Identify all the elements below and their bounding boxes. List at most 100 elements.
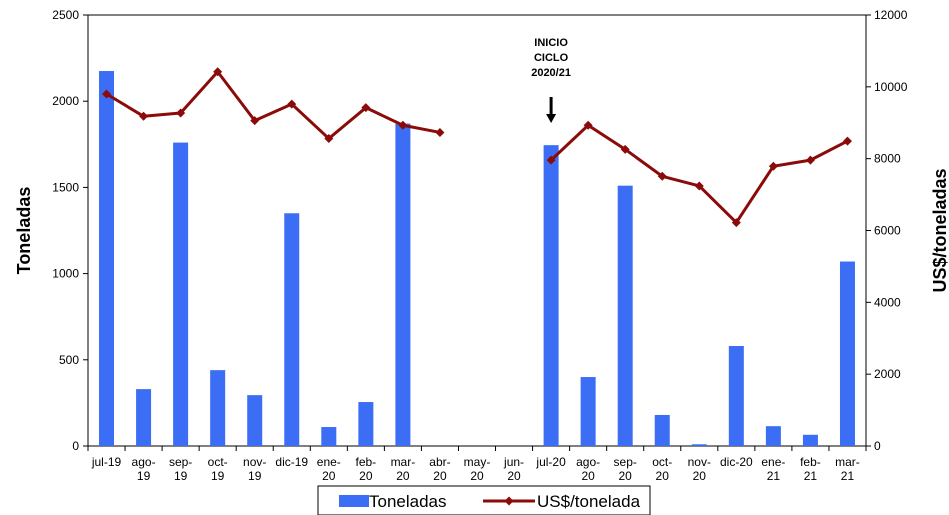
x-tick-label: 20 (693, 469, 707, 483)
bar-toneladas (247, 395, 263, 446)
bar-toneladas (321, 427, 337, 446)
bar-toneladas (543, 145, 559, 447)
x-tick-label: nov- (688, 455, 711, 469)
point-us-tonelada (287, 99, 297, 109)
bar-toneladas (765, 426, 781, 446)
legend-label-toneladas: Toneladas (369, 492, 447, 511)
x-tick-label: dic-19 (275, 455, 308, 469)
y2-tick-label: 4000 (874, 295, 901, 309)
x-tick-label: 20 (656, 469, 670, 483)
point-us-tonelada (361, 103, 371, 113)
x-tick-label: 19 (211, 469, 225, 483)
annotation-text: INICIO (534, 37, 568, 49)
x-tick-label: may- (464, 455, 491, 469)
plot-area-border (87, 14, 867, 447)
bar-toneladas (136, 389, 152, 446)
y2-tick-label: 2000 (874, 367, 901, 381)
bar-toneladas (691, 444, 707, 446)
x-tick-label: dic-20 (720, 455, 753, 469)
x-tick-label: 20 (507, 469, 521, 483)
bar-toneladas (839, 261, 855, 446)
x-tick-label: 21 (804, 469, 818, 483)
bar-toneladas (210, 370, 226, 446)
y-tick-label: 2500 (52, 8, 79, 22)
x-tick-label: jul-19 (91, 455, 122, 469)
point-us-tonelada (176, 108, 186, 118)
x-tick-label: 19 (248, 469, 262, 483)
point-us-tonelada (694, 181, 704, 191)
x-tick-label: ago- (132, 455, 156, 469)
x-tick-label: sep- (169, 455, 192, 469)
x-tick-label: 20 (581, 469, 595, 483)
x-tick-label: ene- (761, 455, 785, 469)
x-tick-label: abr- (429, 455, 450, 469)
x-tick-label: 19 (174, 469, 188, 483)
bar-toneladas (580, 377, 596, 446)
bar-toneladas (728, 346, 744, 446)
y2-axis-title: US$/toneladas (930, 168, 949, 292)
y-tick-label: 1000 (52, 267, 79, 281)
y2-tick-label: 12000 (874, 8, 908, 22)
x-tick-label: 20 (433, 469, 447, 483)
x-tick-label: ene- (317, 455, 341, 469)
x-tick-label: sep- (614, 455, 637, 469)
x-tick-label: ago- (576, 455, 600, 469)
x-tick-label: jun- (503, 455, 524, 469)
legend-label-us-tonelada: US$/tonelada (537, 492, 641, 511)
point-us-tonelada (768, 161, 778, 171)
point-us-tonelada (583, 120, 593, 130)
bar-toneladas (802, 434, 818, 446)
x-tick-label: 20 (322, 469, 336, 483)
bar-toneladas (654, 414, 670, 446)
point-us-tonelada (842, 136, 852, 146)
x-tick-label: oct- (208, 455, 228, 469)
line-us-tonelada (105, 70, 441, 141)
point-us-tonelada (102, 89, 112, 99)
point-us-tonelada (731, 218, 741, 228)
x-tick-label: 19 (137, 469, 151, 483)
annotation-arrow-head (546, 114, 557, 123)
point-us-tonelada (546, 155, 556, 165)
y-axis-title: Toneladas (14, 187, 34, 275)
annotation-text: CICLO (534, 52, 569, 64)
x-tick-label: jul-20 (535, 455, 566, 469)
x-tick-label: 20 (470, 469, 484, 483)
point-us-tonelada (657, 171, 667, 181)
point-us-tonelada (435, 127, 445, 137)
y2-tick-label: 0 (874, 439, 881, 453)
x-tick-label: feb- (356, 455, 377, 469)
bar-toneladas (99, 71, 115, 446)
x-tick-label: oct- (652, 455, 672, 469)
bar-toneladas (358, 402, 374, 446)
x-tick-label: 20 (359, 469, 373, 483)
annotation-text: 2020/21 (531, 67, 571, 79)
legend-swatch-toneladas (339, 495, 369, 507)
y-tick-label: 500 (59, 353, 79, 367)
bar-toneladas (395, 123, 411, 446)
y-tick-label: 1500 (52, 180, 79, 194)
x-tick-label: 21 (767, 469, 781, 483)
y2-tick-label: 8000 (874, 152, 901, 166)
point-us-tonelada (398, 120, 408, 130)
bar-toneladas (617, 185, 633, 446)
y-tick-label: 0 (72, 439, 79, 453)
legend-marker-us-tonelada (504, 496, 514, 506)
x-tick-label: mar- (835, 455, 860, 469)
bar-toneladas (284, 213, 300, 446)
point-us-tonelada (250, 116, 260, 126)
point-us-tonelada (324, 134, 334, 144)
line-us-tonelada (550, 123, 849, 225)
y2-tick-label: 10000 (874, 80, 908, 94)
y-tick-label: 2000 (52, 94, 79, 108)
bar-toneladas (173, 142, 189, 447)
x-tick-label: 20 (619, 469, 633, 483)
point-us-tonelada (805, 155, 815, 165)
x-tick-label: 20 (396, 469, 410, 483)
y2-tick-label: 6000 (874, 224, 901, 238)
x-tick-label: mar- (391, 455, 416, 469)
point-us-tonelada (213, 67, 223, 77)
point-us-tonelada (620, 144, 630, 154)
x-tick-label: 21 (841, 469, 855, 483)
x-tick-label: nov- (243, 455, 266, 469)
